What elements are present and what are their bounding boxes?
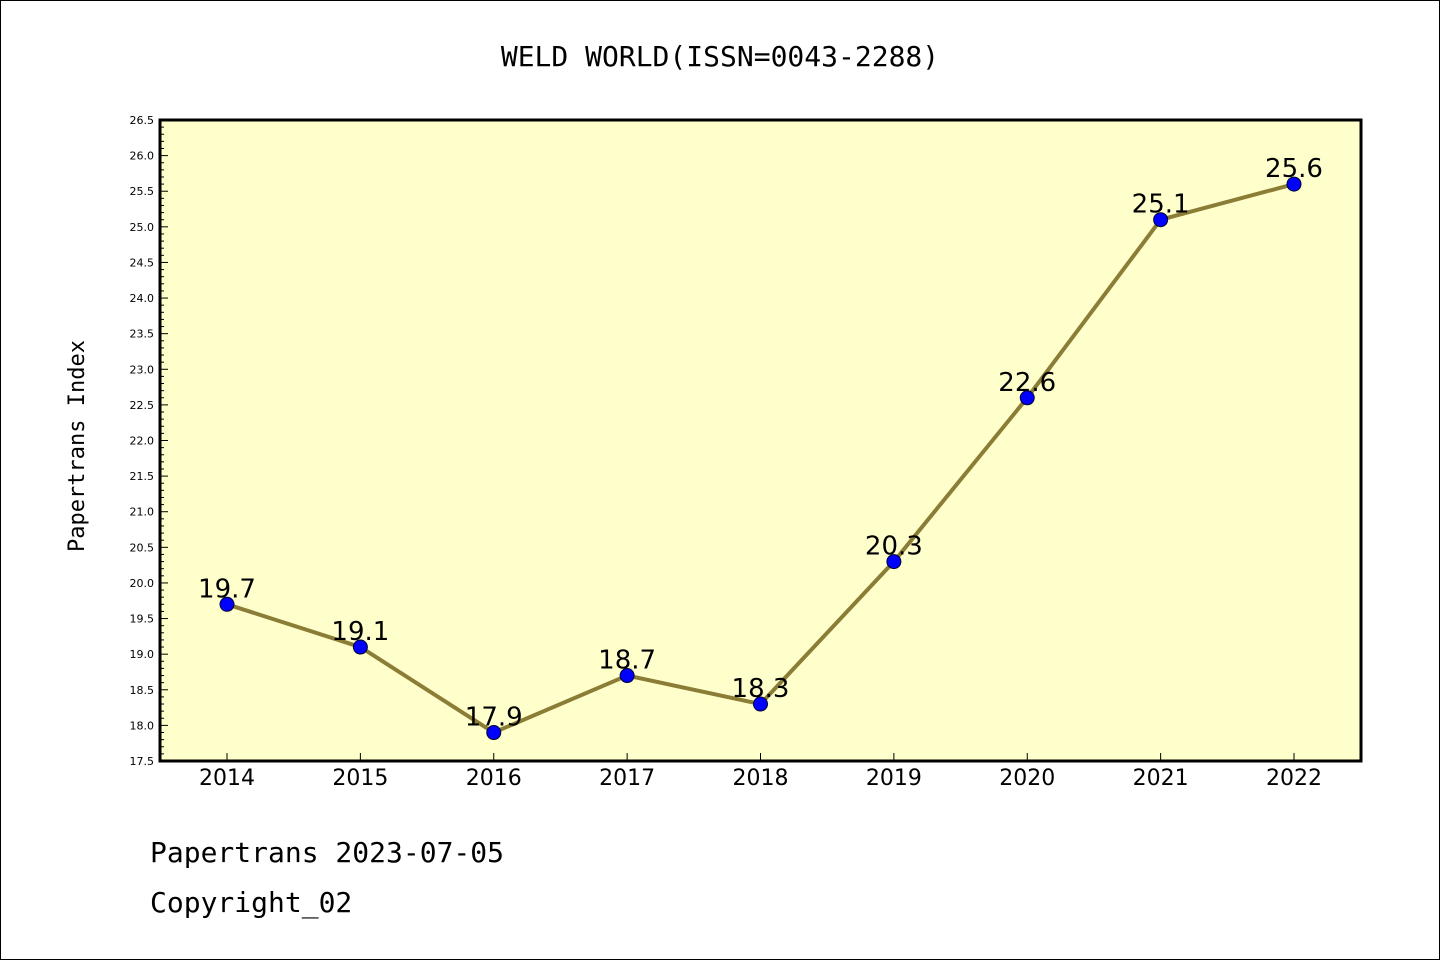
data-label: 25.1 — [1132, 190, 1190, 220]
y-tick-label: 24.0 — [130, 292, 155, 305]
data-label: 17.9 — [465, 703, 523, 733]
data-point — [886, 554, 902, 570]
data-point — [352, 639, 368, 655]
y-tick-label: 26.5 — [130, 114, 155, 127]
data-label: 25.6 — [1265, 154, 1323, 184]
y-tick-label: 19.5 — [130, 613, 155, 626]
data-point — [1019, 390, 1035, 406]
x-tick-label: 2017 — [599, 766, 655, 791]
data-point — [753, 696, 768, 712]
data-point — [619, 668, 635, 684]
x-tick-label: 2014 — [199, 766, 255, 791]
x-axis: 2014 2015 2016 2017 2018 2019 2020 2021 2022 — [199, 753, 1322, 791]
y-tick-label: 20.5 — [130, 541, 155, 554]
y-tick-label: 25.0 — [130, 221, 155, 234]
data-label: 20.3 — [865, 532, 923, 562]
data-point — [1153, 212, 1169, 228]
y-tick-label: 23.5 — [130, 328, 155, 341]
data-point — [486, 725, 502, 741]
x-tick-label: 2018 — [733, 766, 789, 791]
data-label: 22.6 — [998, 368, 1056, 398]
data-label: 18.3 — [732, 674, 790, 704]
chart-title: WELD WORLD(ISSN=0043-2288) — [501, 40, 939, 73]
y-axis: 17.5 18.0 18.5 19.0 19.5 20.0 20.5 21.0 21.5 22.0… — [130, 114, 168, 768]
data-points — [219, 176, 1302, 741]
y-tick-label: 25.5 — [130, 185, 155, 198]
y-tick-label: 22.5 — [130, 399, 155, 412]
y-tick-label: 23.0 — [130, 363, 155, 376]
data-label: 19.7 — [198, 574, 256, 604]
data-label: 18.7 — [598, 646, 656, 676]
y-tick-label: 21.5 — [130, 470, 155, 483]
footer-copyright: Copyright_02 — [150, 886, 353, 919]
y-tick-label: 18.0 — [130, 719, 155, 732]
data-labels: 19.7 19.1 17.9 18.7 18.3 20.3 22.6 25.1 25.6 — [198, 154, 1323, 732]
y-tick-label: 17.5 — [130, 755, 155, 768]
y-tick-label: 24.5 — [130, 256, 155, 269]
y-tick-label: 19.0 — [130, 648, 155, 661]
x-tick-label: 2021 — [1133, 766, 1189, 791]
x-tick-label: 2020 — [999, 766, 1055, 791]
y-tick-label: 26.0 — [130, 150, 155, 163]
x-tick-label: 2015 — [332, 766, 388, 791]
y-tick-label: 22.0 — [130, 435, 155, 448]
y-tick-label: 20.0 — [130, 577, 155, 590]
footer-date-line: Papertrans 2023-07-05 — [150, 836, 505, 869]
y-axis-label: Papertrans Index — [65, 340, 90, 552]
data-point — [219, 596, 235, 612]
x-tick-label: 2016 — [466, 766, 522, 791]
x-tick-label: 2019 — [866, 766, 922, 791]
y-tick-label: 18.5 — [130, 684, 155, 697]
data-point — [1286, 176, 1302, 192]
x-tick-label: 2022 — [1266, 766, 1322, 791]
data-label: 19.1 — [331, 617, 389, 647]
y-tick-label: 21.0 — [130, 506, 155, 519]
